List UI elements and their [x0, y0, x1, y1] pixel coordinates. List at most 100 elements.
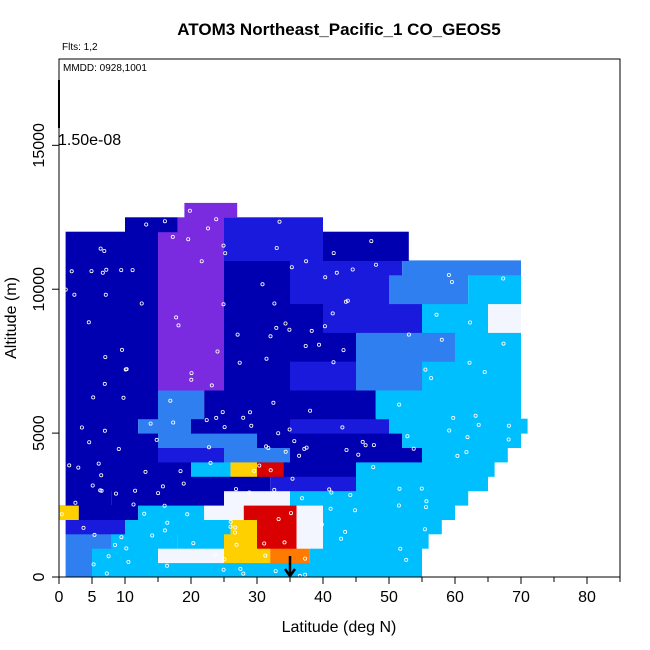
- observation-marker: [476, 422, 481, 427]
- observation-marker: [238, 566, 243, 571]
- heatmap-cell: [204, 389, 290, 420]
- x-tick-label: 30: [248, 589, 266, 606]
- observation-marker: [168, 398, 173, 403]
- observation-marker: [300, 496, 305, 501]
- observation-marker: [257, 463, 262, 468]
- heatmap-cell: [296, 519, 323, 535]
- observation-marker: [171, 420, 176, 425]
- observation-marker: [309, 328, 314, 333]
- heatmap-cell: [177, 217, 224, 233]
- observation-marker: [87, 440, 92, 445]
- observation-marker: [103, 355, 108, 360]
- observation-marker: [446, 272, 451, 277]
- heatmap-cell: [257, 433, 323, 448]
- observation-marker: [189, 371, 194, 376]
- heatmap-cell: [323, 519, 442, 535]
- x-tick-label: 0: [55, 589, 64, 606]
- heatmap-cell: [224, 533, 257, 549]
- observation-marker: [208, 460, 213, 465]
- observation-marker: [174, 315, 179, 320]
- observation-marker: [268, 334, 273, 339]
- heatmap-cell: [65, 389, 158, 420]
- heatmap-cell: [257, 519, 297, 535]
- heatmap-cell: [224, 274, 290, 305]
- observation-marker: [371, 465, 376, 470]
- observation-marker: [72, 292, 77, 297]
- observation-marker: [144, 222, 149, 227]
- observation-marker: [162, 528, 167, 533]
- observation-marker: [199, 259, 204, 264]
- observation-marker: [287, 427, 292, 432]
- dates-label: MMDD: 0928,1001: [63, 63, 147, 74]
- heatmap-cell: [230, 519, 257, 535]
- x-tick-label: 70: [512, 589, 530, 606]
- observation-marker: [330, 311, 335, 316]
- heatmap-cell: [356, 490, 469, 506]
- observation-marker: [406, 332, 411, 337]
- heatmap-cell: [224, 447, 290, 463]
- heatmap-cell: [224, 231, 323, 261]
- observation-marker: [343, 299, 348, 304]
- observation-marker: [276, 517, 281, 522]
- heatmap-cell: [65, 519, 125, 535]
- plot-area: [59, 202, 528, 578]
- heatmap-cell: [468, 274, 521, 305]
- observation-marker: [328, 506, 333, 511]
- observation-marker: [247, 410, 252, 415]
- y-tick-label: 0: [31, 572, 48, 581]
- observation-marker: [276, 431, 281, 436]
- observation-marker: [104, 267, 109, 272]
- observation-marker: [214, 217, 219, 222]
- observation-marker: [81, 525, 86, 530]
- heatmap-cell: [65, 447, 158, 463]
- observation-marker: [348, 492, 353, 497]
- heatmap-cell: [158, 447, 224, 463]
- observation-marker: [90, 483, 95, 488]
- heatmap-cell: [323, 533, 429, 549]
- observation-marker: [223, 251, 228, 256]
- heatmap-cell: [389, 418, 528, 434]
- observation-marker: [176, 323, 181, 328]
- observation-marker: [455, 453, 460, 458]
- observation-marker: [344, 447, 349, 452]
- observation-marker: [297, 453, 302, 458]
- heatmap-cell: [65, 490, 112, 506]
- observation-marker: [222, 557, 227, 562]
- observation-marker: [143, 469, 148, 474]
- heatmap-cell: [65, 461, 191, 477]
- heatmap-cell: [224, 303, 323, 333]
- heatmap-cell: [270, 548, 310, 564]
- observation-marker: [303, 343, 308, 348]
- observation-marker: [263, 553, 268, 558]
- heatmap-cell: [158, 332, 224, 362]
- observation-marker: [133, 488, 138, 493]
- observation-marker: [170, 234, 175, 239]
- observation-marker: [150, 533, 155, 538]
- observation-marker: [308, 408, 313, 413]
- observation-marker: [241, 415, 246, 420]
- observation-marker: [303, 556, 308, 561]
- observation-marker: [398, 546, 403, 551]
- observation-marker: [98, 246, 103, 251]
- heatmap-cell: [65, 231, 158, 261]
- observation-marker: [506, 437, 511, 442]
- heatmap-cell: [158, 303, 224, 333]
- observation-marker: [69, 269, 74, 274]
- observation-marker: [102, 248, 107, 253]
- heatmap-cell: [65, 332, 158, 362]
- heatmap-cell: [455, 332, 521, 362]
- observation-marker: [289, 265, 294, 270]
- observation-marker: [447, 428, 452, 433]
- observation-marker: [360, 439, 365, 444]
- observation-marker: [104, 571, 109, 576]
- observation-marker: [350, 267, 355, 272]
- observation-marker: [205, 226, 210, 231]
- observation-marker: [501, 341, 506, 346]
- observation-marker: [260, 282, 265, 287]
- observation-marker: [352, 508, 357, 513]
- observation-marker: [404, 557, 409, 562]
- observation-marker: [234, 542, 239, 547]
- heatmap-cell: [323, 562, 422, 578]
- heatmap-cell: [323, 505, 455, 520]
- observation-marker: [272, 301, 277, 306]
